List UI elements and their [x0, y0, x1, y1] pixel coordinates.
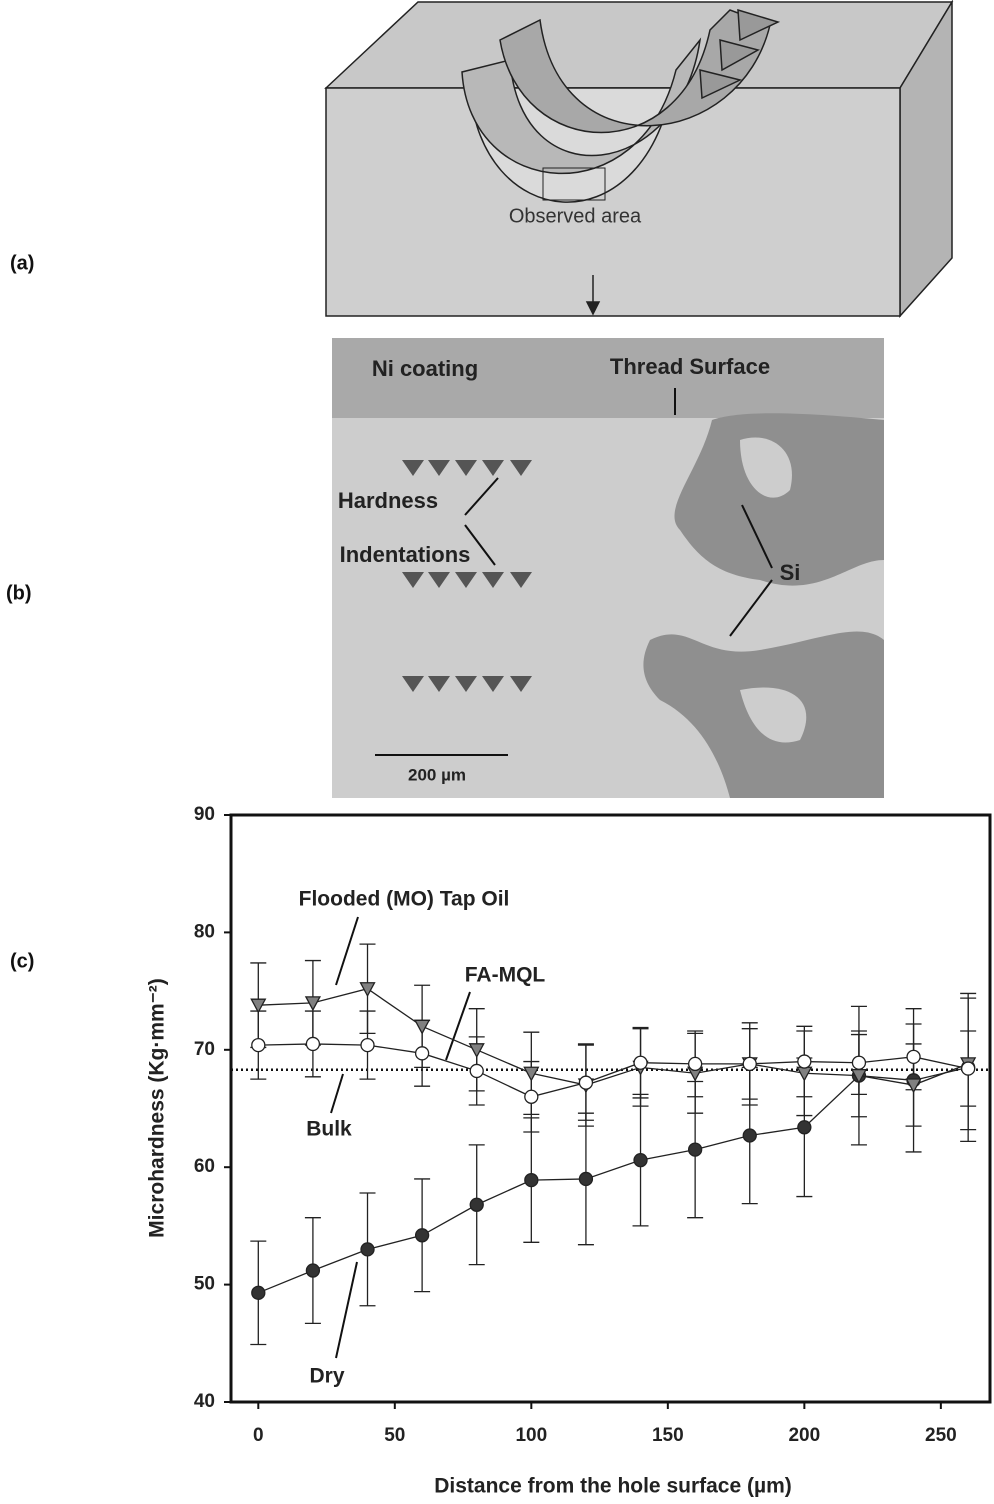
micro-label: Si	[780, 560, 801, 585]
marker	[251, 1037, 266, 1053]
marker	[304, 996, 321, 1012]
marker	[797, 1120, 812, 1135]
marker	[414, 1019, 431, 1035]
marker	[797, 1054, 812, 1069]
x-tick-label: 50	[384, 1425, 405, 1446]
micro-label: Indentations	[340, 542, 471, 567]
micrograph	[332, 338, 884, 798]
scale-bar-label: 200 µm	[408, 765, 466, 784]
marker	[250, 998, 267, 1014]
marker	[961, 1061, 976, 1076]
series-annotation: FA-MQL	[465, 964, 546, 987]
annotation-arrows	[330, 916, 471, 1359]
plot-frame	[229, 813, 992, 1404]
marker	[414, 1046, 430, 1061]
series-line	[258, 1043, 969, 1098]
marker	[524, 1089, 539, 1104]
panel-label: (c)	[10, 950, 34, 972]
series-annotation: Dry	[309, 1365, 344, 1388]
marker	[524, 1172, 539, 1188]
block-diagram	[324, 0, 954, 318]
marker	[687, 1142, 703, 1157]
y-axis-label: Microhardness (Kg·mm⁻²)	[146, 978, 169, 1238]
marker	[469, 1063, 484, 1079]
x-tick-label: 250	[925, 1425, 957, 1446]
y-tick-label: 70	[194, 1039, 215, 1060]
marker	[359, 982, 376, 998]
diagram-label: Observed area	[509, 205, 642, 227]
series-line	[258, 1066, 969, 1294]
x-tick-label: 100	[515, 1425, 547, 1446]
y-tick-label: 60	[194, 1156, 215, 1177]
marker	[687, 1056, 703, 1072]
marker	[578, 1171, 594, 1187]
reference-annotation: Bulk	[306, 1118, 352, 1141]
panel-label: (a)	[10, 252, 34, 274]
x-tick-label: 0	[253, 1425, 264, 1446]
series-annotation: Flooded (MO) Tap Oil	[299, 888, 510, 911]
marker	[305, 1263, 321, 1278]
marker	[469, 1197, 484, 1212]
marker	[905, 1078, 922, 1094]
marker	[633, 1153, 648, 1168]
panel-label: (b)	[6, 582, 32, 604]
marker	[360, 1242, 375, 1257]
marker	[742, 1056, 757, 1072]
micro-label: Ni coating	[372, 356, 478, 381]
marker	[523, 1066, 540, 1082]
marker	[305, 1036, 321, 1052]
marker	[251, 1285, 266, 1300]
marker	[851, 1055, 867, 1070]
marker	[633, 1055, 648, 1070]
micro-label: Thread Surface	[610, 354, 770, 379]
marker	[742, 1128, 757, 1143]
series-line	[258, 988, 969, 1086]
x-axis-label: Distance from the hole surface (µm)	[434, 1475, 792, 1498]
y-tick-label: 80	[194, 921, 215, 942]
marker	[578, 1075, 594, 1090]
marker	[414, 1228, 430, 1243]
y-tick-label: 40	[194, 1391, 215, 1412]
micro-label: Hardness	[338, 488, 438, 513]
x-tick-label: 150	[652, 1425, 684, 1446]
y-tick-label: 90	[194, 804, 215, 825]
x-tick-label: 200	[788, 1425, 820, 1446]
marker	[468, 1043, 485, 1059]
marker	[906, 1049, 921, 1064]
marker	[360, 1037, 375, 1053]
y-tick-label: 50	[194, 1274, 215, 1295]
